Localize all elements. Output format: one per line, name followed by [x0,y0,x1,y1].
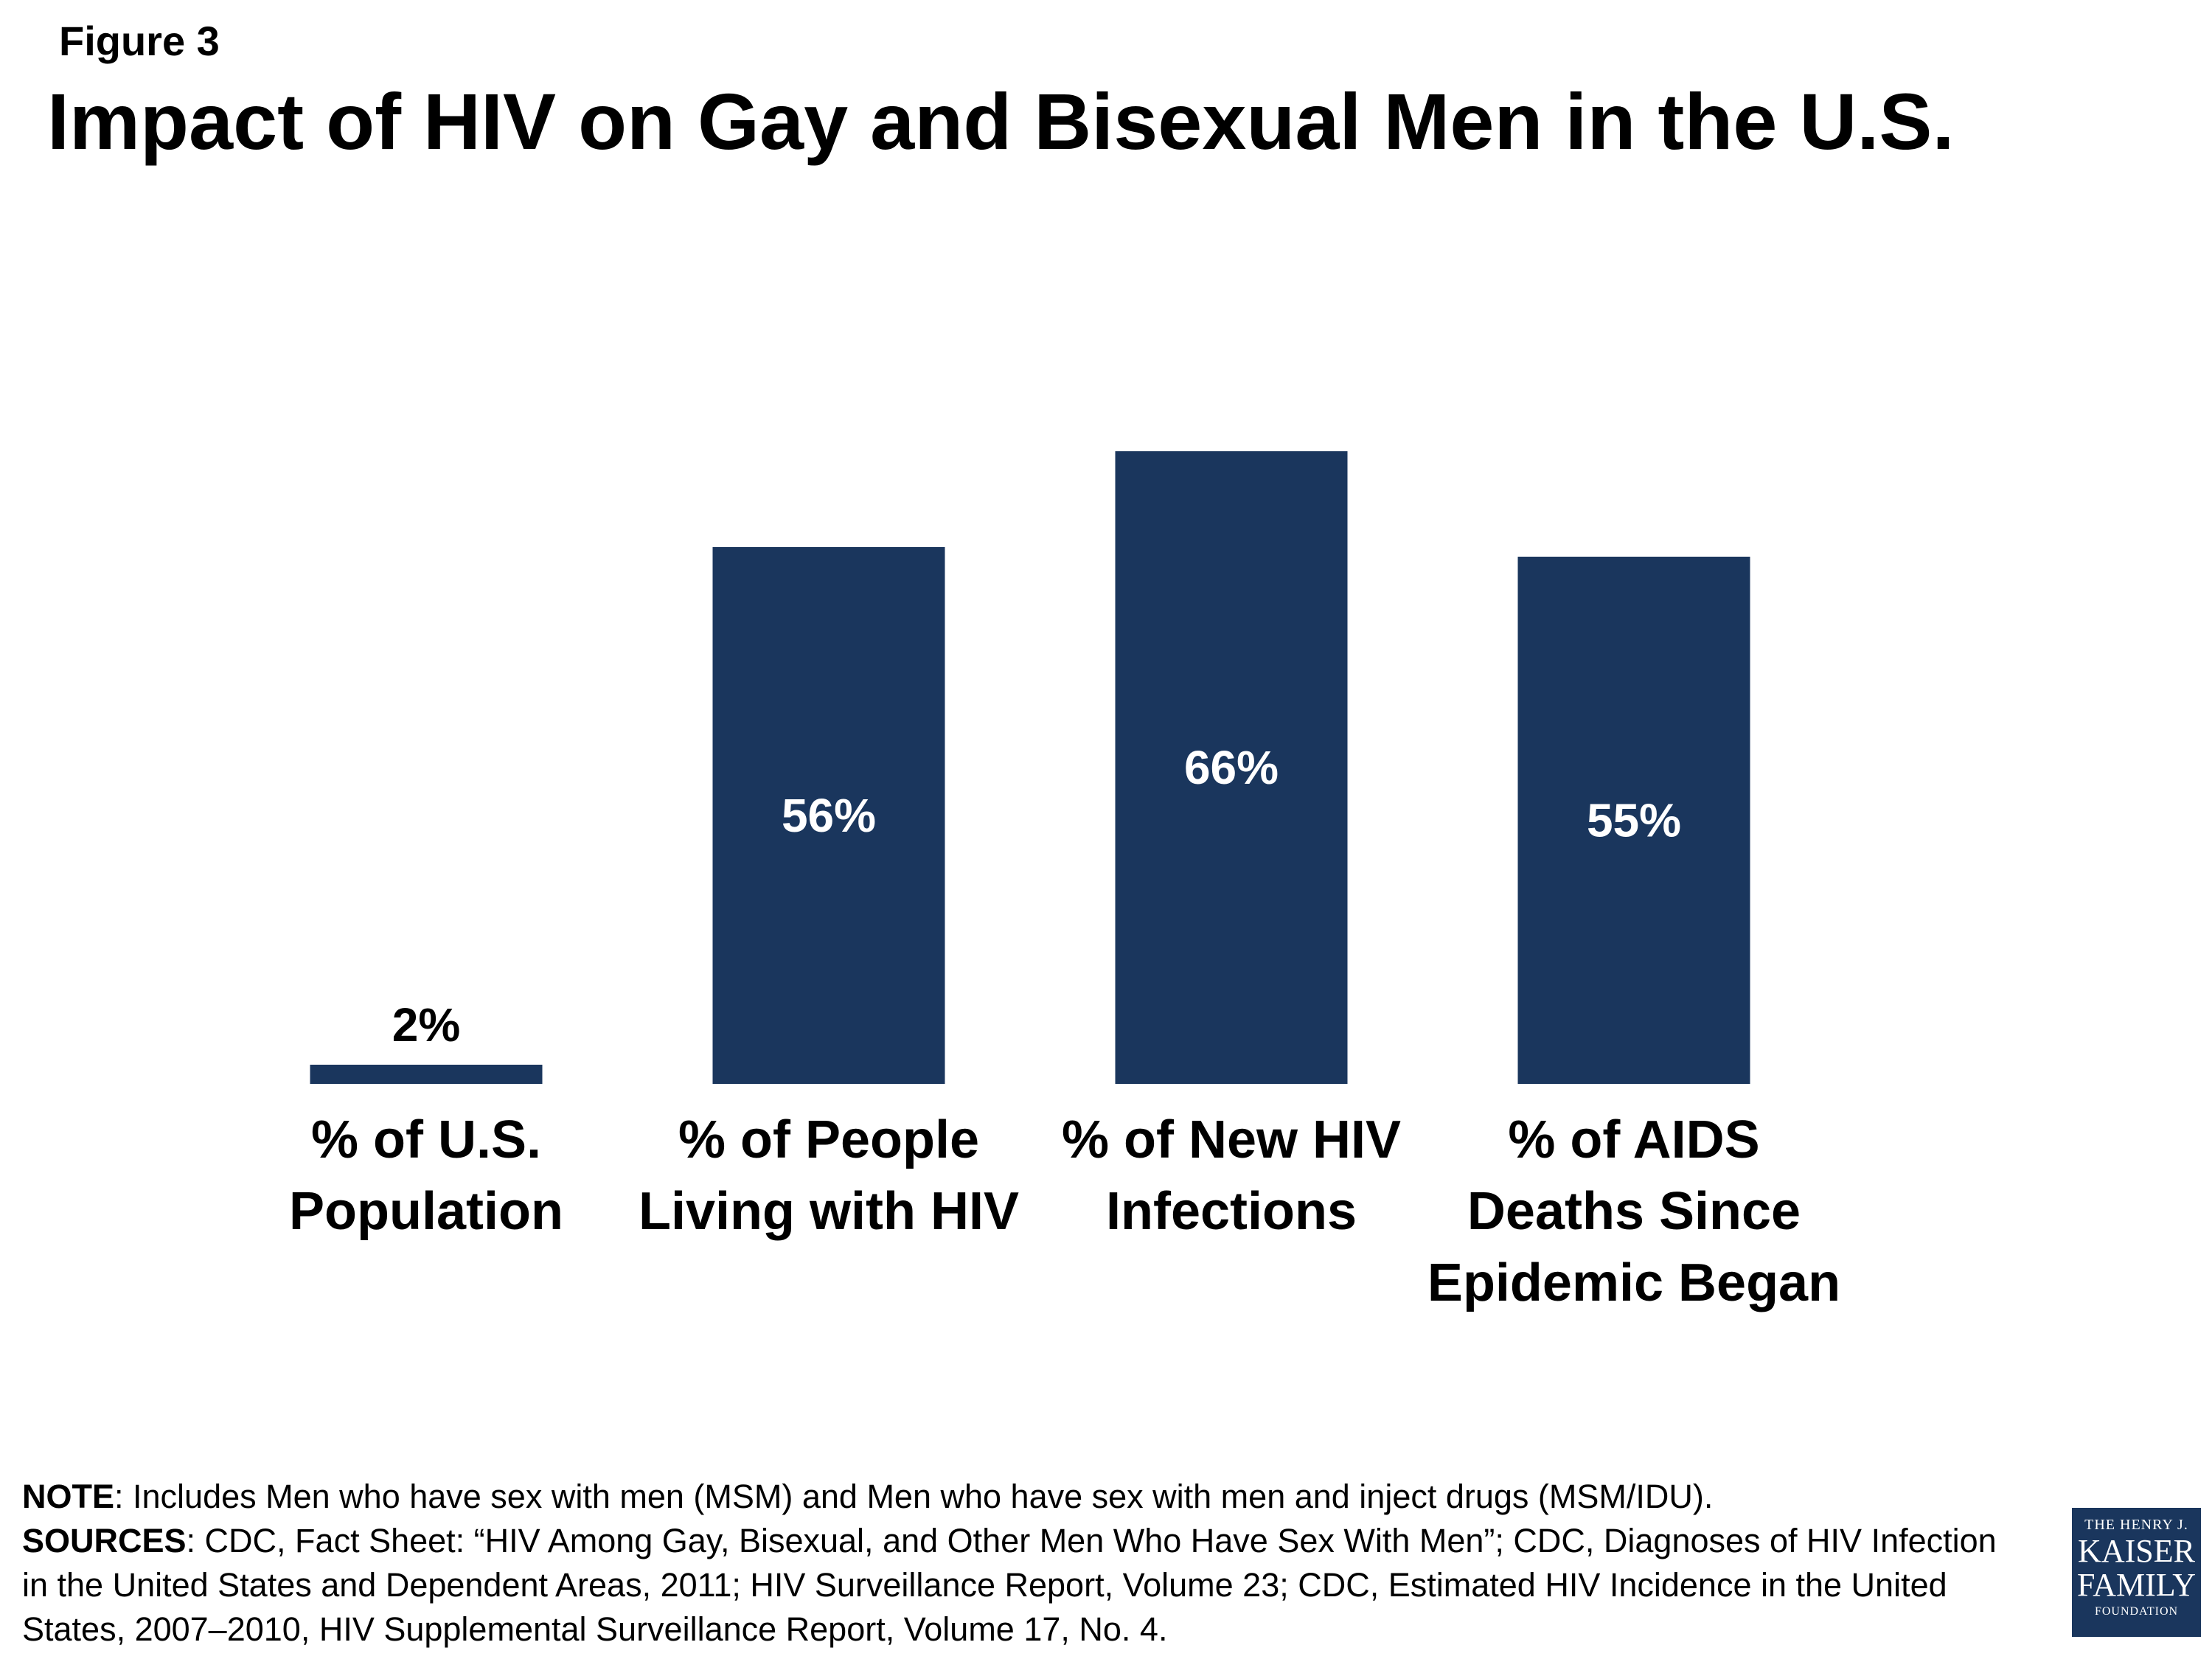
logo-line-3: FAMILY [2076,1567,2196,1603]
category-label-line: Epidemic Began [1427,1253,1840,1312]
logo-line-4: FOUNDATION [2094,1605,2179,1618]
category-label-3: % of New HIV Infections [1062,1110,1401,1241]
data-label-1: 2% [392,998,461,1051]
figure-label: Figure 3 [59,18,220,64]
note-text: : Includes Men who have sex with men (MS… [114,1478,1714,1515]
category-label-line: Infections [1106,1182,1357,1241]
bar-2 [712,547,945,1084]
category-label-line: % of New HIV [1062,1110,1401,1169]
sources-line: SOURCES: CDC, Fact Sheet: “HIV Among Gay… [22,1519,2013,1652]
bar-chart: 2% % of U.S. Population 56% % of People Livin… [289,451,1840,1312]
note-line: NOTE: Includes Men who have sex with men… [22,1475,2013,1519]
data-label-4: 55% [1587,794,1681,847]
category-label-line: % of U.S. [311,1110,541,1169]
logo-line-1: THE HENRY J. [2084,1517,2188,1533]
category-label-2: % of People Living with HIV [639,1110,1019,1241]
chart-title: Impact of HIV on Gay and Bisexual Men in… [47,77,1955,166]
kff-logo: THE HENRY J. KAISER FAMILY FOUNDATION [2072,1508,2201,1637]
bar-3 [1115,451,1348,1084]
bar-4 [1517,557,1750,1084]
sources-label: SOURCES [22,1522,187,1559]
category-label-4: % of AIDS Deaths Since Epidemic Began [1427,1110,1840,1312]
category-label-line: Population [289,1182,563,1241]
category-label-1: % of U.S. Population [289,1110,563,1241]
logo-line-2: KAISER [2078,1533,2195,1569]
category-label-line: Deaths Since [1467,1182,1801,1241]
footnotes: NOTE: Includes Men who have sex with men… [22,1475,2013,1652]
data-label-2: 56% [782,789,876,842]
category-label-line: % of People [678,1110,979,1169]
category-label-line: Living with HIV [639,1182,1019,1241]
category-label-line: % of AIDS [1508,1110,1759,1169]
bar-1 [310,1065,543,1084]
note-label: NOTE [22,1478,115,1515]
data-label-3: 66% [1184,741,1279,794]
sources-text: : CDC, Fact Sheet: “HIV Among Gay, Bisex… [22,1522,1997,1648]
